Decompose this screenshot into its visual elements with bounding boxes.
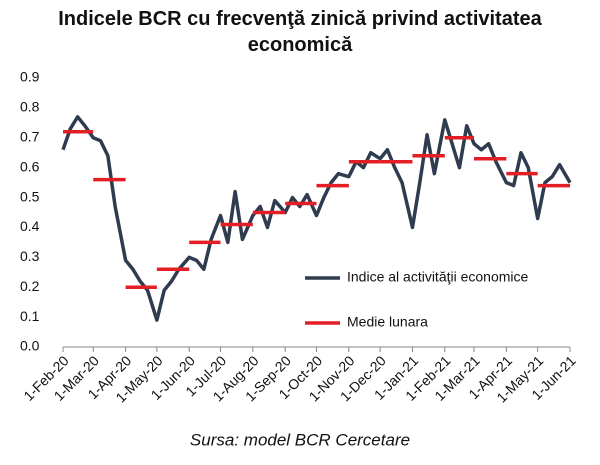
y-tick-label: 0.5 — [20, 188, 40, 204]
legend-label: Medie lunara — [347, 314, 428, 330]
index-line — [61, 115, 572, 322]
y-tick-label: 0.9 — [20, 69, 40, 85]
y-tick-label: 0.4 — [20, 218, 40, 234]
y-tick-label: 0.0 — [20, 338, 40, 354]
y-tick-label: 0.6 — [20, 158, 40, 174]
y-tick-label: 0.7 — [20, 128, 40, 144]
y-tick-label: 0.1 — [20, 308, 40, 324]
y-tick-label: 0.8 — [20, 99, 40, 115]
y-tick-label: 0.2 — [20, 278, 40, 294]
legend-label: Indice al activităţii economice — [347, 269, 529, 285]
chart-title: Indicele BCR cu frecvenţă zinică privind… — [58, 8, 542, 56]
source: Sursa: model BCR Cercetare — [190, 430, 410, 449]
y-tick-label: 0.3 — [20, 248, 40, 264]
